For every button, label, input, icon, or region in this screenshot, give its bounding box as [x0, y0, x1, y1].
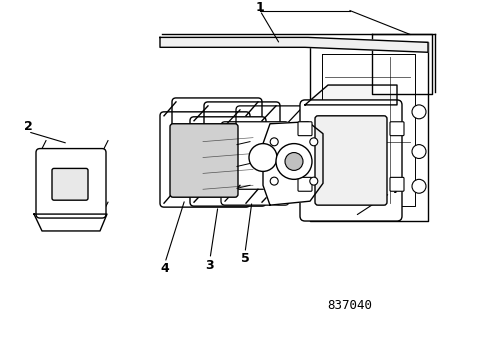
Circle shape — [270, 177, 278, 185]
FancyBboxPatch shape — [52, 168, 88, 200]
Polygon shape — [372, 35, 432, 94]
Circle shape — [412, 145, 426, 158]
FancyBboxPatch shape — [221, 122, 289, 205]
Circle shape — [276, 144, 312, 179]
Circle shape — [310, 138, 318, 146]
Text: 5: 5 — [241, 252, 249, 265]
FancyBboxPatch shape — [190, 117, 266, 206]
FancyBboxPatch shape — [390, 177, 404, 191]
Circle shape — [412, 179, 426, 193]
Circle shape — [285, 153, 303, 170]
Text: 2: 2 — [24, 120, 32, 133]
Text: 4: 4 — [161, 262, 170, 275]
FancyBboxPatch shape — [160, 112, 250, 207]
Text: 6: 6 — [341, 190, 349, 203]
Polygon shape — [263, 122, 323, 205]
Text: 1: 1 — [256, 1, 265, 14]
FancyBboxPatch shape — [300, 100, 402, 221]
Text: 3: 3 — [206, 259, 214, 272]
Circle shape — [249, 144, 277, 171]
Polygon shape — [160, 37, 428, 52]
Text: 837040: 837040 — [327, 299, 372, 312]
FancyBboxPatch shape — [36, 149, 106, 218]
FancyBboxPatch shape — [298, 177, 312, 191]
Polygon shape — [34, 214, 107, 231]
Polygon shape — [305, 85, 397, 105]
Circle shape — [270, 138, 278, 146]
Circle shape — [412, 105, 426, 119]
FancyBboxPatch shape — [170, 124, 238, 197]
Polygon shape — [308, 40, 430, 223]
Circle shape — [310, 177, 318, 185]
FancyBboxPatch shape — [315, 116, 387, 205]
FancyBboxPatch shape — [390, 122, 404, 136]
FancyBboxPatch shape — [298, 122, 312, 136]
Text: 7: 7 — [391, 183, 399, 196]
